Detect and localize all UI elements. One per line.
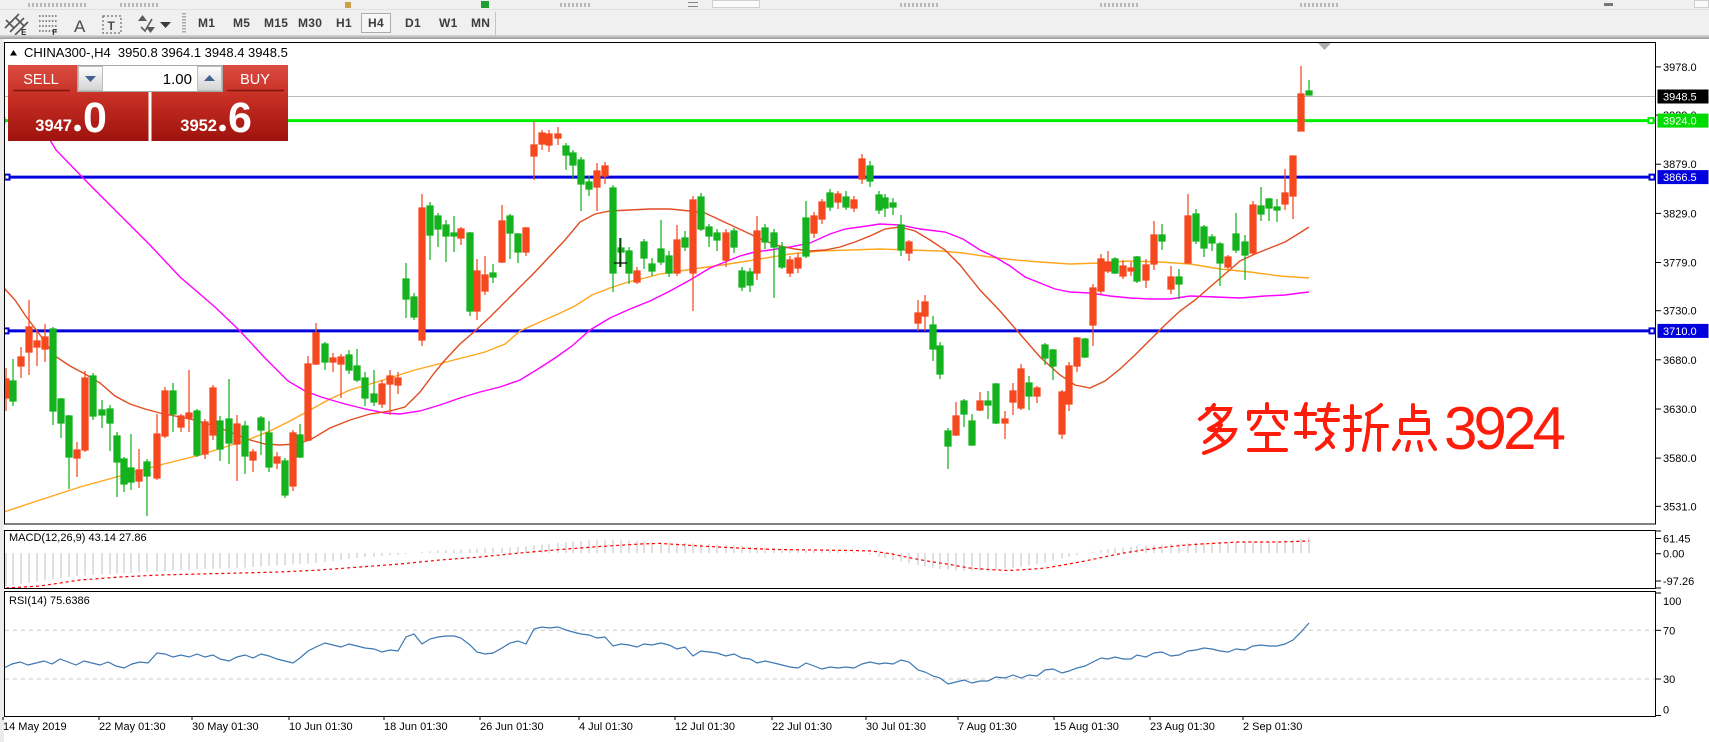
svg-text:3531.0: 3531.0 <box>1663 501 1697 513</box>
svg-text:A: A <box>74 17 86 36</box>
svg-text:F: F <box>52 28 57 38</box>
svg-text:6: 6 <box>228 94 252 142</box>
svg-text:61.45: 61.45 <box>1663 534 1691 546</box>
svg-text:3924: 3924 <box>1444 395 1566 462</box>
svg-text:SELL: SELL <box>23 72 58 88</box>
svg-text:30 May 01:30: 30 May 01:30 <box>192 721 259 733</box>
svg-text:BUY: BUY <box>240 72 270 88</box>
svg-text:3680.0: 3680.0 <box>1663 355 1697 367</box>
svg-text:E: E <box>21 28 27 38</box>
svg-text:T: T <box>108 19 116 33</box>
svg-text:100: 100 <box>1663 596 1681 608</box>
svg-text:3866.5: 3866.5 <box>1663 172 1697 184</box>
svg-text:-97.26: -97.26 <box>1663 576 1694 588</box>
svg-text:3947: 3947 <box>35 117 72 135</box>
svg-text:10 Jun 01:30: 10 Jun 01:30 <box>289 721 353 733</box>
svg-text:22 Jul 01:30: 22 Jul 01:30 <box>772 721 832 733</box>
svg-text:RSI(14) 75.6386: RSI(14) 75.6386 <box>9 595 90 607</box>
svg-text:30 Jul 01:30: 30 Jul 01:30 <box>866 721 926 733</box>
svg-text:MACD(12,26,9) 43.14 27.86: MACD(12,26,9) 43.14 27.86 <box>9 532 147 544</box>
svg-text:30: 30 <box>1663 674 1675 686</box>
svg-text:0: 0 <box>1663 704 1669 716</box>
svg-text:3580.0: 3580.0 <box>1663 453 1697 465</box>
svg-text:3630.0: 3630.0 <box>1663 404 1697 416</box>
svg-text:22 May 01:30: 22 May 01:30 <box>99 721 166 733</box>
svg-text:3829.0: 3829.0 <box>1663 208 1697 220</box>
svg-text:15 Aug 01:30: 15 Aug 01:30 <box>1054 721 1119 733</box>
svg-text:3978.0: 3978.0 <box>1663 62 1697 74</box>
svg-text:3952: 3952 <box>180 117 217 135</box>
svg-text:70: 70 <box>1663 625 1675 637</box>
svg-text:0: 0 <box>83 94 107 142</box>
svg-text:26 Jun 01:30: 26 Jun 01:30 <box>480 721 544 733</box>
svg-text:3730.0: 3730.0 <box>1663 306 1697 318</box>
svg-text:1.00: 1.00 <box>163 71 192 88</box>
svg-text:14 May 2019: 14 May 2019 <box>3 721 67 733</box>
svg-text:2 Sep 01:30: 2 Sep 01:30 <box>1243 721 1302 733</box>
svg-text:18 Jun 01:30: 18 Jun 01:30 <box>384 721 448 733</box>
svg-text:3924.0: 3924.0 <box>1663 116 1697 128</box>
svg-text:23 Aug 01:30: 23 Aug 01:30 <box>1150 721 1215 733</box>
svg-text:0.00: 0.00 <box>1663 549 1684 561</box>
svg-text:7 Aug 01:30: 7 Aug 01:30 <box>958 721 1017 733</box>
svg-text:3779.0: 3779.0 <box>1663 258 1697 270</box>
svg-text:3710.0: 3710.0 <box>1663 326 1697 338</box>
svg-text:12 Jul 01:30: 12 Jul 01:30 <box>675 721 735 733</box>
svg-text:3879.0: 3879.0 <box>1663 159 1697 171</box>
svg-text:4 Jul 01:30: 4 Jul 01:30 <box>579 721 633 733</box>
svg-text:3948.5: 3948.5 <box>1663 92 1697 104</box>
svg-text:CHINA300-,H4 3950.8 3964.1 39: CHINA300-,H4 3950.8 3964.1 3948.4 3948.5 <box>24 45 288 60</box>
